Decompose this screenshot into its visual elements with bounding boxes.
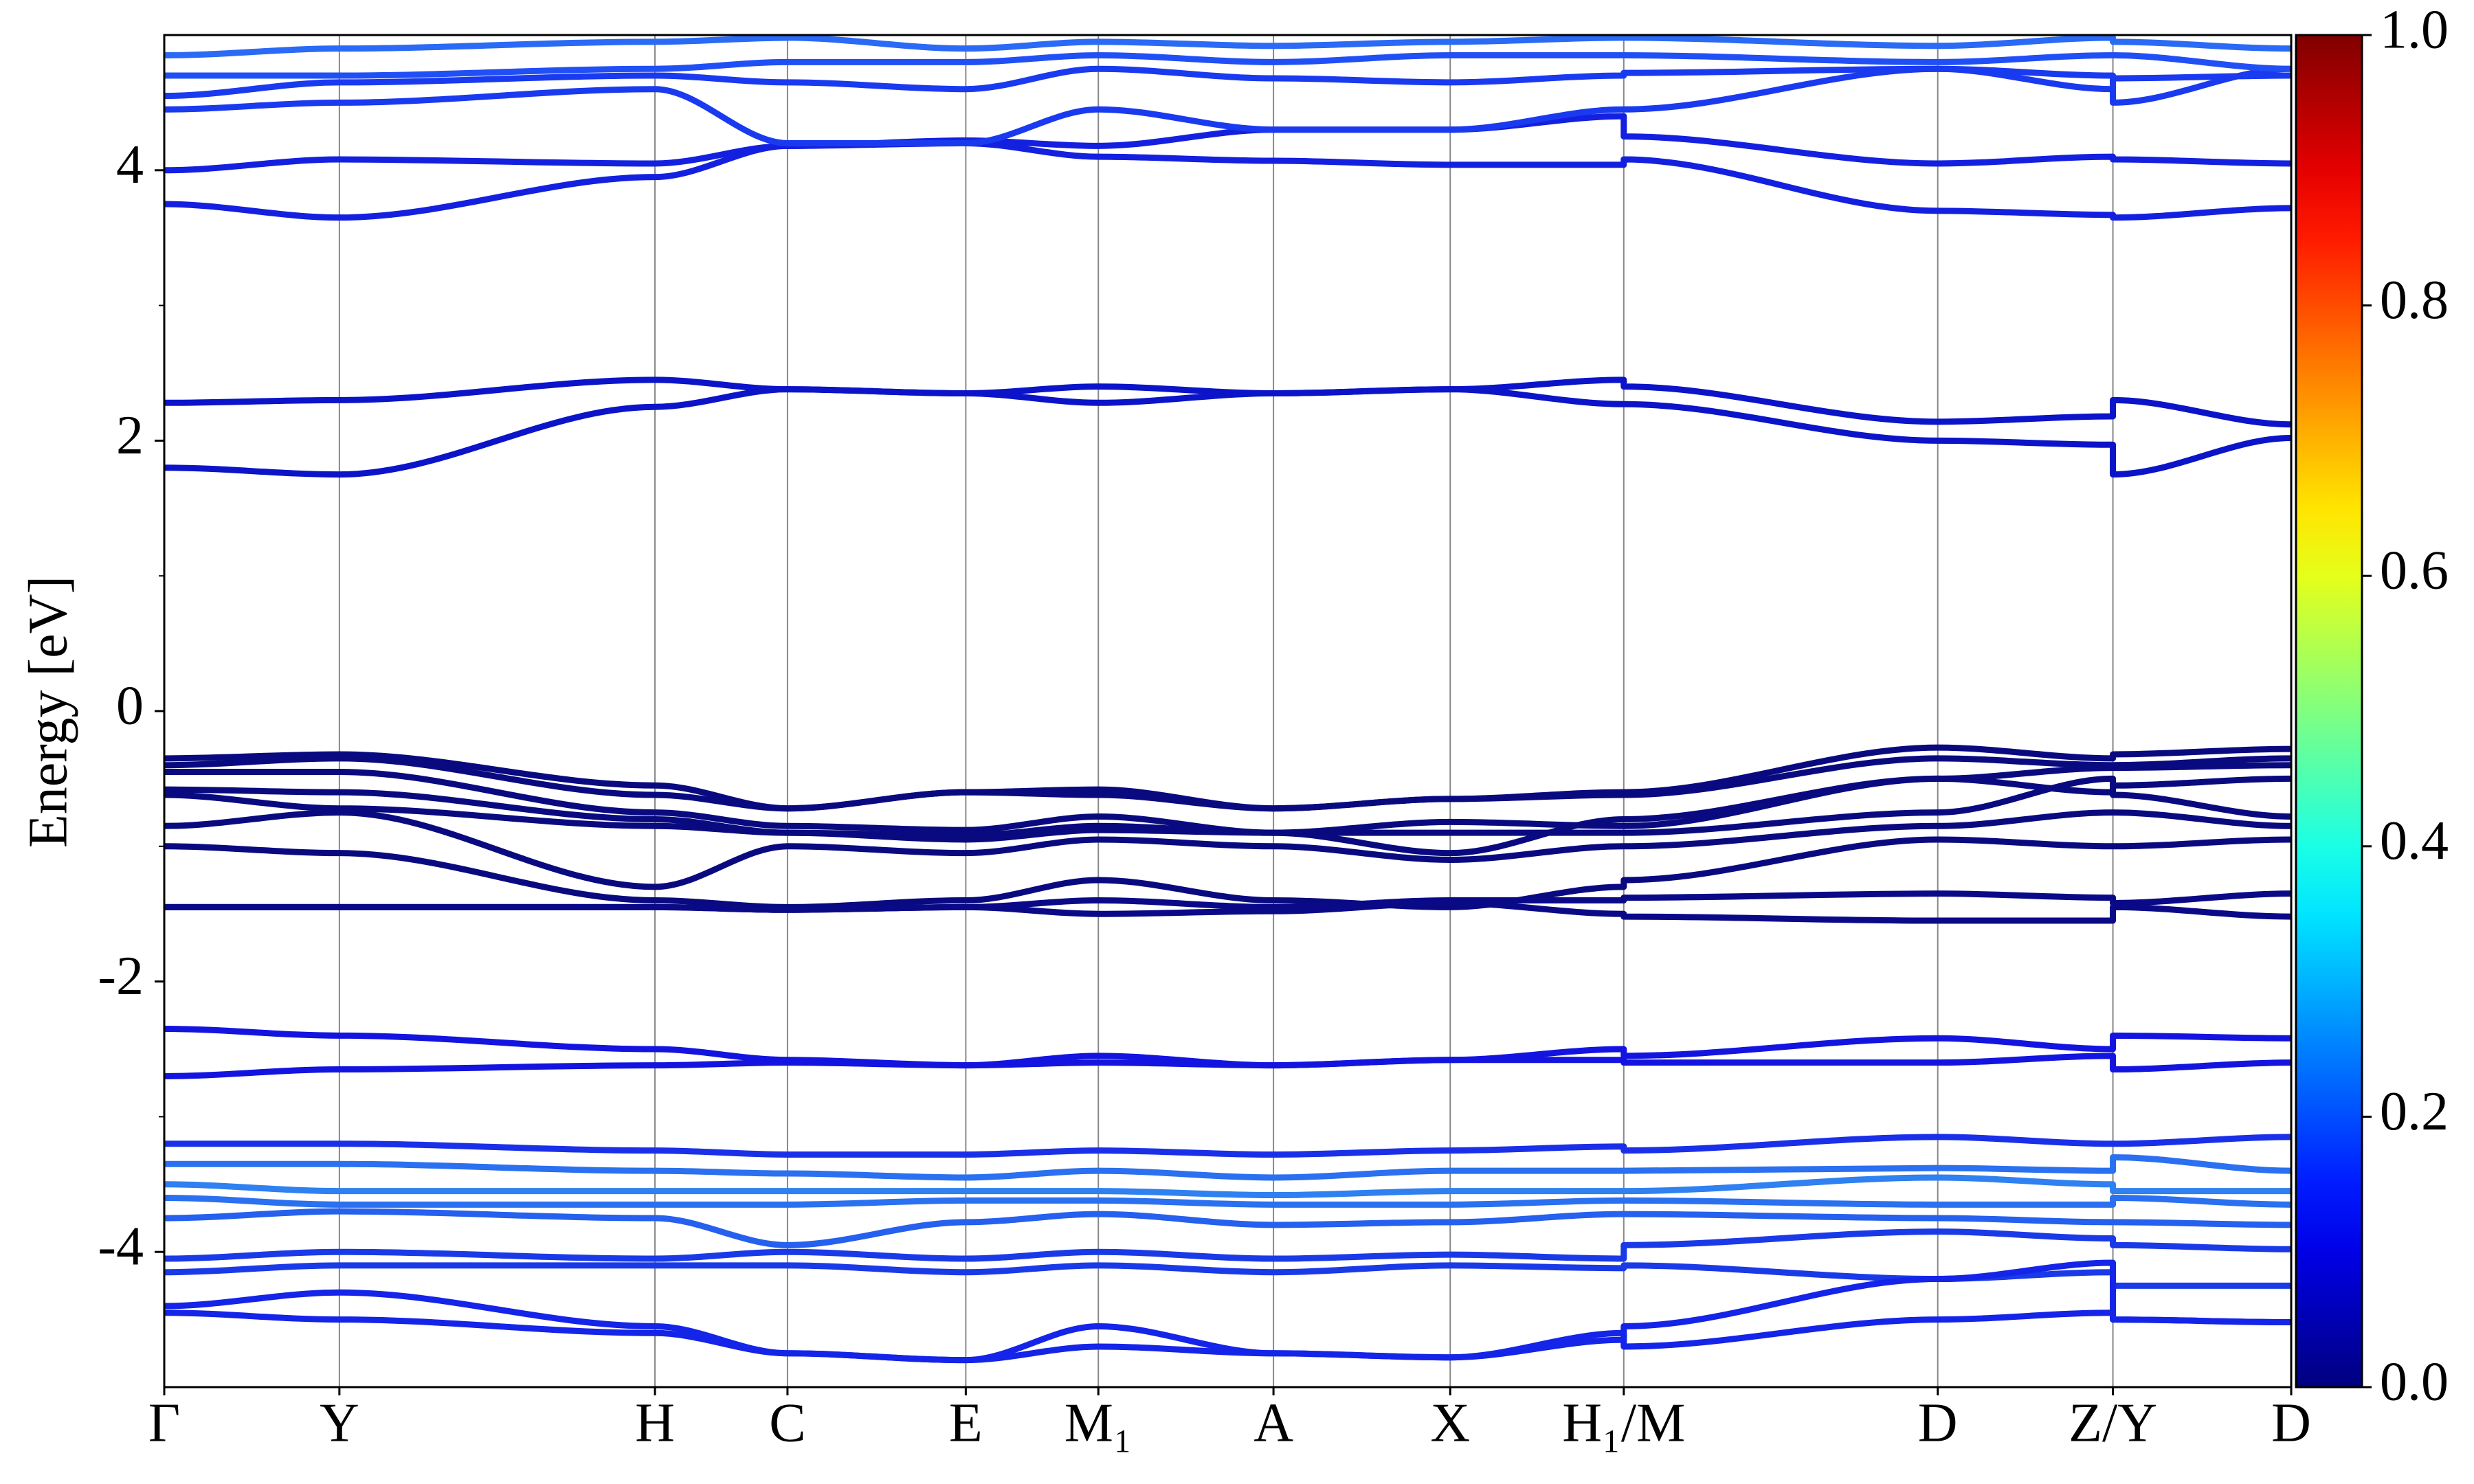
- band-line: [164, 775, 2291, 843]
- band-line: [164, 1208, 2291, 1248]
- x-tick-label: H₁/M: [1562, 1393, 1685, 1453]
- x-tick-label: Y: [320, 1393, 359, 1453]
- colorbar: [2295, 34, 2363, 1389]
- band-line: [164, 755, 2291, 812]
- x-tick-label: D: [1918, 1393, 1958, 1453]
- band-line: [164, 386, 2291, 478]
- band-line: [164, 52, 2291, 79]
- y-tick-label: 2: [116, 405, 144, 466]
- band-line: [164, 1194, 2291, 1208]
- y-tick-label: -4: [98, 1217, 144, 1277]
- x-tick-label: E: [949, 1393, 983, 1453]
- band-line: [164, 1228, 2291, 1262]
- band-line: [164, 836, 2291, 910]
- band-line: [164, 65, 2291, 100]
- x-tick-label: A: [1253, 1393, 1293, 1453]
- band-line: [164, 1309, 2291, 1364]
- band-line: [164, 1053, 2291, 1079]
- band-line: [164, 35, 2291, 59]
- band-line: [164, 1134, 2291, 1158]
- y-tick-label: -2: [98, 946, 144, 1007]
- x-tick-label: D: [2271, 1393, 2311, 1453]
- band-line: [164, 139, 2291, 221]
- x-tick-label: Z/Y: [2069, 1393, 2157, 1453]
- y-tick-label: 4: [116, 135, 144, 195]
- band-line: [164, 376, 2291, 428]
- bands: [164, 35, 2291, 1364]
- band-line: [164, 809, 2291, 890]
- x-tick-label: M₁: [1065, 1393, 1133, 1453]
- colorbar-tick-label: 0.8: [2380, 270, 2449, 330]
- band-line: [164, 899, 2291, 924]
- band-line: [164, 1262, 2291, 1289]
- colorbar-tick-label: 0.0: [2380, 1351, 2449, 1412]
- plot-frame: [163, 34, 2293, 1389]
- band-line: [164, 1174, 2291, 1199]
- x-tick-label: H: [635, 1393, 675, 1453]
- colorbar-tick-label: 0.6: [2380, 541, 2449, 601]
- colorbar-tick-label: 0.4: [2380, 811, 2449, 871]
- x-tick-label: X: [1430, 1393, 1470, 1453]
- band-line: [164, 65, 2291, 146]
- x-tick-label: Γ: [148, 1393, 180, 1453]
- colorbar-tick-label: 1.0: [2380, 0, 2449, 60]
- y-tick-label: 0: [116, 675, 144, 736]
- y-axis-label: Energy [eV]: [18, 576, 78, 848]
- band-line: [164, 1259, 2291, 1364]
- colorbar-tick-label: 0.2: [2380, 1081, 2449, 1142]
- x-tick-label: C: [769, 1393, 805, 1453]
- band-line: [164, 1154, 2291, 1181]
